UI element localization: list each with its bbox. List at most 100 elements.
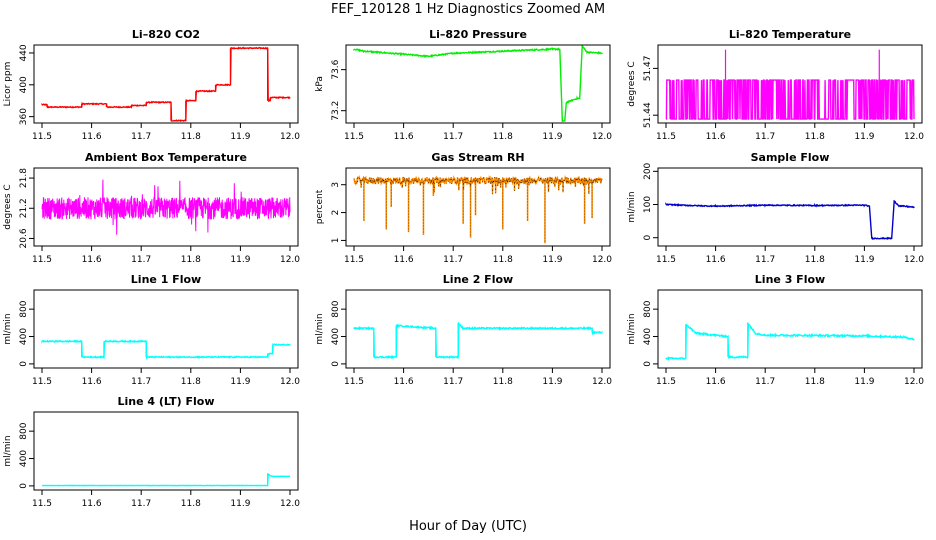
x-tick-label: 11.9: [230, 499, 250, 509]
subplot-2: Li–820 Pressure kPa 11.5 11.6 11.7 11.8 11.9 12…: [315, 28, 612, 142]
plot-frame: [657, 289, 923, 369]
y-tick-label: 400: [331, 328, 341, 345]
plot-frame: [33, 167, 299, 247]
x-tick-label: 11.7: [131, 377, 151, 387]
subplot-title: Line 2 Flow: [443, 273, 513, 286]
y-tick-label: 440: [19, 44, 29, 61]
x-tick-label: 11.9: [230, 132, 250, 142]
x-tick-label: 11.8: [493, 377, 513, 387]
x-tick-label: 12.0: [592, 132, 612, 142]
y-axis-label: ml/min: [3, 435, 13, 466]
x-tick-label: 11.7: [755, 255, 775, 265]
y-axis-label: percent: [315, 189, 325, 224]
series-group: [353, 45, 603, 123]
x-tick-label: 11.7: [443, 132, 463, 142]
x-tick-label: 12.0: [904, 377, 924, 387]
x-tick-label: 11.7: [443, 255, 463, 265]
y-tick-label: 400: [19, 328, 29, 345]
x-tick-label: 12.0: [280, 255, 300, 265]
figure-title: FEF_120128 1 Hz Diagnostics Zoomed AM: [330, 2, 606, 17]
y-tick-label: 51.44: [643, 102, 653, 128]
y-tick-label: 21.8: [19, 168, 29, 188]
y-tick-label: 100: [643, 196, 653, 213]
series-line: [665, 79, 915, 120]
y-tick-label: 1: [331, 238, 341, 244]
y-axis-label: kPa: [315, 76, 325, 92]
subplot-3: Li–820 Temperature degrees C 11.5 11.6 11.7 1…: [627, 28, 924, 142]
y-tick-label: 400: [19, 450, 29, 467]
subplot-10: Line 4 (LT) Flow ml/min 11.5 11.6 11.7 11.8 11…: [3, 395, 300, 509]
x-tick-label: 11.8: [805, 255, 825, 265]
series-group: [353, 321, 603, 360]
subplot-1: Li–820 CO2 Licor ppm 11.5 11.6 11.7 11.8 11.9 1…: [3, 28, 300, 142]
x-tick-label: 12.0: [904, 255, 924, 265]
series-group: [42, 472, 291, 487]
x-tick-label: 11.6: [706, 377, 726, 387]
y-tick-label: 2: [331, 210, 341, 216]
x-tick-label: 12.0: [280, 132, 300, 142]
series-group: [353, 174, 603, 244]
y-axis-label: ml/min: [627, 191, 637, 222]
subplot-title: Sample Flow: [751, 151, 830, 164]
x-tick-label: 11.7: [131, 499, 151, 509]
x-tick-label: 11.9: [230, 255, 250, 265]
x-tick-label: 12.0: [592, 377, 612, 387]
subplot-title: Li–820 CO2: [132, 28, 200, 41]
y-tick-label: 400: [643, 328, 653, 345]
subplot-title: Line 1 Flow: [131, 273, 201, 286]
x-tick-label: 11.6: [82, 255, 102, 265]
series-line: [42, 472, 291, 487]
y-axis-label: Licor ppm: [3, 62, 13, 107]
series-group: [41, 179, 291, 235]
x-tick-label: 11.9: [854, 377, 874, 387]
series-line: [665, 321, 915, 361]
series-group: [41, 46, 291, 123]
x-tick-label: 11.6: [82, 132, 102, 142]
x-tick-label: 11.5: [656, 377, 676, 387]
x-tick-label: 11.5: [32, 132, 52, 142]
x-tick-label: 11.8: [805, 132, 825, 142]
y-tick-label: 800: [643, 300, 653, 317]
plot-frame: [657, 44, 923, 124]
subplot-title: Line 3 Flow: [755, 273, 825, 286]
x-tick-label: 11.5: [656, 255, 676, 265]
x-tick-label: 11.5: [656, 132, 676, 142]
subplot-title: Line 4 (LT) Flow: [118, 395, 215, 408]
plot-frame: [33, 44, 299, 124]
subplot-6: Sample Flow ml/min 11.5 11.6 11.7 11.8 11.9 12.…: [627, 151, 924, 265]
x-tick-label: 11.6: [82, 377, 102, 387]
x-tick-label: 11.8: [181, 132, 201, 142]
y-axis-label: ml/min: [315, 313, 325, 344]
series-group: [665, 49, 915, 120]
series-group: [665, 199, 915, 241]
x-tick-label: 12.0: [904, 132, 924, 142]
y-tick-label: 0: [331, 361, 341, 367]
x-tick-label: 12.0: [280, 377, 300, 387]
plot-frame: [345, 167, 611, 247]
x-tick-label: 11.9: [854, 132, 874, 142]
subplot-title: Ambient Box Temperature: [85, 151, 247, 164]
y-axis-label: degrees C: [627, 61, 637, 106]
x-tick-label: 11.6: [394, 132, 414, 142]
x-tick-label: 11.5: [344, 132, 364, 142]
x-tick-label: 11.6: [706, 255, 726, 265]
plot-frame: [345, 289, 611, 369]
y-tick-label: 21.2: [19, 198, 29, 218]
y-tick-label: 51.47: [643, 56, 653, 82]
y-tick-label: 0: [19, 361, 29, 367]
x-tick-label: 11.9: [542, 255, 562, 265]
y-axis-label: degrees C: [3, 184, 13, 229]
y-tick-label: 800: [331, 300, 341, 317]
subplot-7: Line 1 Flow ml/min 11.5 11.6 11.7 11.8 11.9 12.…: [3, 273, 300, 387]
series-line: [41, 179, 291, 235]
x-tick-label: 11.8: [805, 377, 825, 387]
subplot-title: Li–820 Temperature: [729, 28, 851, 41]
y-axis-label: ml/min: [627, 313, 637, 344]
y-tick-label: 200: [643, 162, 653, 179]
y-tick-label: 0: [643, 235, 653, 241]
x-tick-label: 12.0: [280, 499, 300, 509]
x-tick-label: 11.6: [394, 255, 414, 265]
subplot-title: Li–820 Pressure: [429, 28, 527, 41]
figure-xlabel: Hour of Day (UTC): [409, 519, 527, 534]
